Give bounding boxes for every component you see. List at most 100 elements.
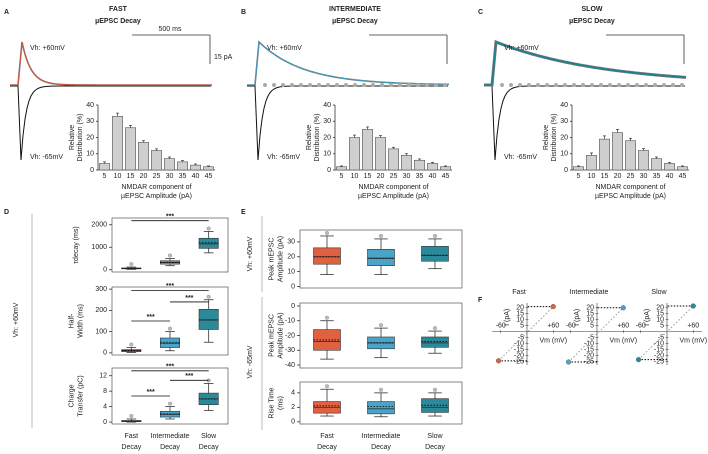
bar bbox=[348, 137, 360, 171]
baseline-dot bbox=[371, 83, 375, 87]
trace-label: Vh: +60mV bbox=[267, 45, 302, 52]
box bbox=[313, 247, 341, 265]
y-tick-label: -10 bbox=[584, 340, 594, 347]
x-tick-label: Decay bbox=[317, 444, 337, 451]
outlier bbox=[129, 342, 134, 347]
x-tick-label: 10 bbox=[351, 173, 359, 180]
panel-title: µEPSC Decay bbox=[95, 18, 141, 25]
y-tick-label: -20 bbox=[285, 332, 295, 339]
y-tick-label: 4 bbox=[291, 390, 295, 397]
y-tick-label: 300 bbox=[95, 286, 107, 293]
bar bbox=[99, 163, 111, 171]
x-tick-label: -60 bbox=[566, 322, 576, 329]
y-tick-label: 20 bbox=[586, 305, 594, 312]
panel-title: FAST bbox=[109, 6, 128, 13]
x-axis-label: µEPSC Amplitude (pA) bbox=[121, 193, 192, 200]
x-tick-label: 10 bbox=[588, 173, 596, 180]
x-tick-label: 20 bbox=[614, 173, 622, 180]
y-axis-label: Relative bbox=[306, 125, 313, 150]
x-tick-label: 35 bbox=[653, 173, 661, 180]
baseline-dot bbox=[500, 83, 504, 87]
y-axis-label: I (pA) bbox=[504, 309, 511, 326]
y-tick-label: -15 bbox=[584, 346, 594, 353]
y-axis-label: Distribution (%) bbox=[314, 114, 321, 162]
x-tick-label: Decay bbox=[160, 444, 180, 451]
baseline-dot bbox=[590, 83, 594, 87]
y-axis-label: τdecay (ms) bbox=[73, 226, 80, 263]
x-tick-label: 5 bbox=[577, 173, 581, 180]
y-tick-label: 20 bbox=[323, 134, 331, 141]
trace-negative bbox=[484, 85, 685, 161]
y-tick-label: 10 bbox=[586, 317, 594, 324]
panel-letter: F bbox=[478, 297, 483, 304]
x-tick-label: 40 bbox=[666, 173, 674, 180]
x-tick-label: Intermediate bbox=[362, 433, 401, 440]
box bbox=[198, 309, 219, 330]
x-tick-label: 25 bbox=[390, 173, 398, 180]
trace-negative bbox=[10, 85, 211, 161]
baseline-dot bbox=[281, 83, 285, 87]
baseline-dot bbox=[644, 83, 648, 87]
iv-point bbox=[495, 358, 502, 364]
y-tick-label: 0 bbox=[103, 350, 107, 357]
bar bbox=[125, 127, 137, 171]
y-tick-label: 5 bbox=[660, 322, 664, 329]
outlier bbox=[325, 230, 330, 235]
x-tick-label: 45 bbox=[679, 173, 687, 180]
trace-positive-fit bbox=[10, 41, 212, 86]
baseline-dot bbox=[389, 83, 393, 87]
baseline-dot bbox=[518, 83, 522, 87]
y-tick-label: 10 bbox=[323, 151, 331, 158]
y-tick-label: 15 bbox=[516, 311, 524, 318]
y-axis-label: I (pA) bbox=[574, 309, 581, 326]
y-tick-label: 12 bbox=[99, 373, 107, 380]
baseline-dot bbox=[653, 83, 657, 87]
significance-label: *** bbox=[147, 314, 155, 321]
baseline-dot bbox=[299, 83, 303, 87]
y-tick-label: 10 bbox=[287, 268, 295, 275]
y-tick-label: 20 bbox=[560, 134, 568, 141]
x-tick-label: Fast bbox=[125, 433, 139, 440]
y-tick-label: 200 bbox=[95, 307, 107, 314]
baseline-dot bbox=[380, 83, 384, 87]
outlier bbox=[379, 233, 384, 238]
baseline-dot bbox=[662, 83, 666, 87]
plot-frame bbox=[111, 217, 229, 273]
side-label: Vh: +60mV bbox=[247, 236, 254, 271]
panel-letter: C bbox=[478, 9, 483, 16]
trace-label: Vh: +60mV bbox=[504, 45, 539, 52]
iv-fit bbox=[498, 306, 554, 362]
baseline-dot bbox=[554, 83, 558, 87]
plot-frame bbox=[111, 367, 229, 425]
y-axis-label: Amplitude (pA) bbox=[277, 236, 284, 282]
y-axis-label: Charge bbox=[68, 384, 75, 407]
baseline-dot bbox=[635, 83, 639, 87]
x-tick-label: +60 bbox=[547, 322, 559, 329]
significance-label: *** bbox=[166, 283, 174, 290]
significance-label: *** bbox=[166, 214, 174, 221]
y-tick-label: 1000 bbox=[91, 244, 107, 251]
outlier bbox=[167, 401, 172, 406]
y-tick-label: 15 bbox=[586, 311, 594, 318]
baseline-dot bbox=[434, 83, 438, 87]
y-axis-label: Half- bbox=[68, 313, 75, 328]
bar bbox=[190, 164, 202, 171]
y-axis-label: Transfer (pC) bbox=[77, 375, 84, 416]
y-tick-label: -25 bbox=[514, 358, 524, 365]
trace-label: Vh: -65mV bbox=[504, 154, 537, 161]
y-tick-label: 5 bbox=[590, 322, 594, 329]
bar bbox=[387, 148, 399, 171]
x-tick-label: 40 bbox=[429, 173, 437, 180]
scale-label: 15 pA bbox=[214, 54, 233, 61]
x-tick-label: 45 bbox=[205, 173, 213, 180]
panel-letter: E bbox=[241, 209, 246, 216]
baseline-dot bbox=[344, 83, 348, 87]
y-tick-label: 10 bbox=[86, 151, 94, 158]
x-tick-label: Fast bbox=[320, 433, 334, 440]
iv-fit bbox=[638, 305, 694, 360]
y-axis-label: Peak mEPSC bbox=[268, 314, 275, 357]
outlier bbox=[129, 413, 134, 418]
baseline-dot bbox=[335, 83, 339, 87]
y-tick-label: 0 bbox=[90, 167, 94, 174]
